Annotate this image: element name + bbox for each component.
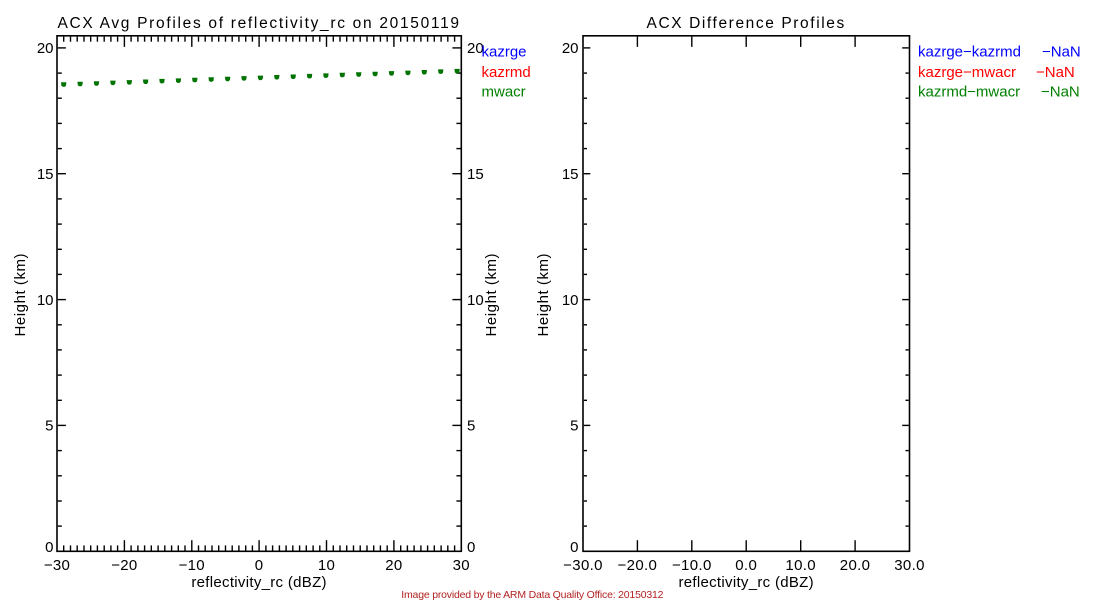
svg-text:−NaN: −NaN: [1042, 44, 1081, 61]
svg-text:10.0: 10.0: [785, 557, 816, 574]
svg-text:0.0: 0.0: [735, 557, 757, 574]
svg-text:15: 15: [467, 166, 484, 183]
svg-text:−30: −30: [44, 557, 70, 574]
svg-text:−20.0: −20.0: [618, 557, 658, 574]
svg-text:20: 20: [467, 40, 484, 57]
svg-text:5: 5: [45, 418, 53, 435]
svg-text:−10: −10: [179, 557, 205, 574]
svg-text:Height (km): Height (km): [535, 253, 552, 337]
svg-text:10: 10: [562, 292, 579, 309]
svg-text:Height (km): Height (km): [12, 253, 29, 337]
svg-text:20: 20: [562, 40, 579, 57]
svg-text:kazrmd: kazrmd: [482, 64, 531, 81]
svg-text:reflectivity_rc (dBZ): reflectivity_rc (dBZ): [678, 574, 813, 591]
svg-text:10: 10: [37, 292, 54, 309]
svg-text:−NaN: −NaN: [1041, 84, 1080, 101]
svg-text:0: 0: [467, 539, 475, 556]
svg-text:−30.0: −30.0: [563, 557, 603, 574]
svg-text:20: 20: [37, 40, 54, 57]
svg-text:Image provided by the ARM Data: Image provided by the ARM Data Quality O…: [401, 589, 663, 600]
svg-text:mwacr: mwacr: [482, 84, 526, 101]
svg-text:10: 10: [318, 557, 335, 574]
svg-text:5: 5: [570, 418, 578, 435]
svg-text:kazrmd−mwacr: kazrmd−mwacr: [918, 84, 1020, 101]
svg-text:20.0: 20.0: [840, 557, 871, 574]
svg-text:−NaN: −NaN: [1036, 64, 1075, 81]
svg-text:ACX Avg Profiles of reflectivi: ACX Avg Profiles of reflectivity_rc on 2…: [57, 15, 460, 32]
svg-text:0: 0: [45, 539, 53, 556]
svg-text:15: 15: [37, 166, 54, 183]
svg-text:10: 10: [467, 292, 484, 309]
svg-text:30: 30: [453, 557, 470, 574]
svg-text:ACX Difference Profiles: ACX Difference Profiles: [647, 15, 846, 32]
svg-text:20: 20: [385, 557, 402, 574]
svg-text:kazrge: kazrge: [482, 44, 527, 61]
svg-text:0: 0: [570, 539, 578, 556]
svg-text:kazrge−kazrmd: kazrge−kazrmd: [918, 44, 1021, 61]
svg-text:reflectivity_rc (dBZ): reflectivity_rc (dBZ): [191, 574, 326, 591]
svg-text:Height (km): Height (km): [483, 253, 500, 337]
svg-text:15: 15: [562, 166, 579, 183]
svg-text:−10.0: −10.0: [672, 557, 712, 574]
svg-text:5: 5: [467, 418, 475, 435]
svg-text:kazrge−mwacr: kazrge−mwacr: [918, 64, 1016, 81]
svg-text:30.0: 30.0: [894, 557, 925, 574]
svg-text:0: 0: [255, 557, 264, 574]
svg-text:−20: −20: [111, 557, 137, 574]
